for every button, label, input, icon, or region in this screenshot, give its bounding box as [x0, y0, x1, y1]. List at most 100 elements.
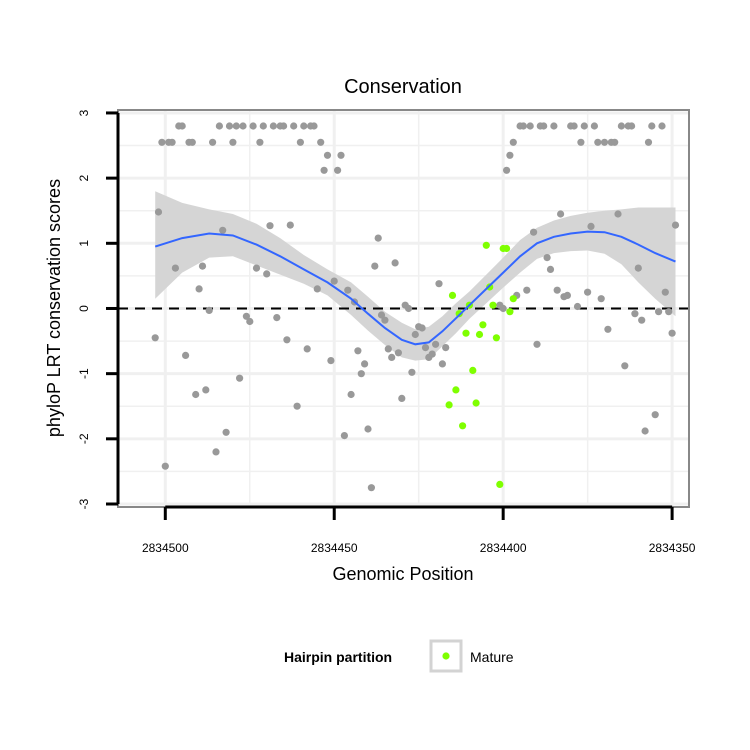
x-tick-label: 2834350 [649, 541, 696, 555]
mature-point [482, 241, 490, 249]
other-point [161, 462, 169, 470]
confidence-ribbon-layer [155, 191, 676, 361]
other-point [634, 264, 642, 272]
other-point [381, 316, 389, 324]
legend-title: Hairpin partition [284, 649, 392, 665]
other-point [546, 265, 555, 273]
other-point [290, 122, 298, 130]
smooth-line-layer [154, 230, 676, 346]
other-point [617, 122, 626, 130]
legend: Hairpin partition Mature [284, 639, 514, 673]
other-point [540, 122, 548, 130]
other-point [391, 259, 399, 267]
other-point [371, 262, 379, 270]
other-point [330, 277, 338, 285]
other-point [648, 122, 656, 130]
other-point [557, 210, 565, 218]
other-point [661, 288, 669, 296]
other-point [553, 286, 561, 294]
other-point [563, 291, 572, 299]
other-point [587, 222, 595, 230]
other-point [611, 138, 619, 146]
y-axis-title: phyloP LRT conservation scores [44, 179, 64, 437]
other-point [506, 151, 514, 159]
other-point [215, 122, 223, 130]
smooth-fit-line [154, 230, 676, 346]
mature-point [462, 329, 470, 337]
other-point [584, 288, 592, 296]
other-point [384, 345, 392, 353]
mature-point [489, 301, 497, 309]
other-point [573, 302, 582, 311]
other-point [296, 138, 304, 146]
other-point [171, 264, 179, 272]
other-point [638, 316, 646, 324]
other-point [222, 428, 230, 436]
y-tick-label: 3 [77, 109, 91, 116]
other-point [374, 234, 382, 242]
other-point [428, 350, 436, 358]
other-point [168, 138, 176, 146]
other-point [340, 432, 348, 440]
mature-point [448, 291, 457, 299]
y-tick-label: 0 [77, 305, 91, 312]
other-point [344, 286, 352, 294]
other-point [442, 344, 450, 352]
other-point [357, 370, 365, 378]
other-point [519, 122, 528, 130]
mature-point [492, 334, 500, 342]
other-point [644, 138, 653, 146]
other-point [310, 122, 318, 130]
other-point [263, 270, 271, 278]
other-point [242, 312, 250, 320]
other-point [313, 285, 321, 293]
other-point [259, 122, 267, 130]
other-point [655, 308, 663, 316]
other-point [628, 122, 636, 130]
other-point [158, 138, 166, 146]
other-point [209, 138, 217, 146]
other-point [293, 402, 301, 410]
mature-point [472, 399, 480, 407]
other-point [202, 386, 210, 394]
other-point [526, 122, 534, 130]
chart-title: Conservation [344, 76, 462, 98]
other-point [377, 311, 386, 319]
other-point [178, 122, 186, 130]
other-point [239, 122, 247, 130]
other-point [337, 151, 345, 159]
other-point [269, 122, 277, 130]
other-point [530, 228, 538, 236]
other-point [550, 122, 558, 130]
y-tick-label: -2 [77, 433, 91, 444]
other-point [580, 122, 588, 130]
x-axis: 2834500 2834450 2834400 2834350 [142, 505, 696, 555]
other-point [408, 368, 416, 376]
other-point [621, 362, 629, 370]
other-point [320, 166, 328, 174]
other-point [361, 360, 369, 368]
legend-label-mature: Mature [470, 649, 514, 665]
other-point [499, 304, 507, 313]
other-point [405, 304, 413, 313]
other-point [543, 254, 551, 262]
other-point [354, 347, 362, 355]
other-point [236, 374, 244, 382]
mature-point [496, 480, 504, 488]
other-point [523, 286, 531, 294]
other-point [398, 394, 406, 402]
other-point [195, 285, 203, 293]
y-axis: -3 -2 -1 0 1 2 3 [77, 109, 120, 509]
other-point [300, 122, 308, 130]
other-point [347, 390, 355, 399]
other-point [435, 280, 443, 288]
y-tick-label: 1 [77, 240, 91, 247]
other-point [418, 324, 426, 332]
legend-mature-swatch [442, 652, 450, 660]
mature-point [503, 244, 511, 253]
other-point [597, 295, 605, 303]
y-tick-label: -3 [77, 498, 91, 509]
other-point [509, 138, 517, 146]
other-point [665, 308, 673, 316]
